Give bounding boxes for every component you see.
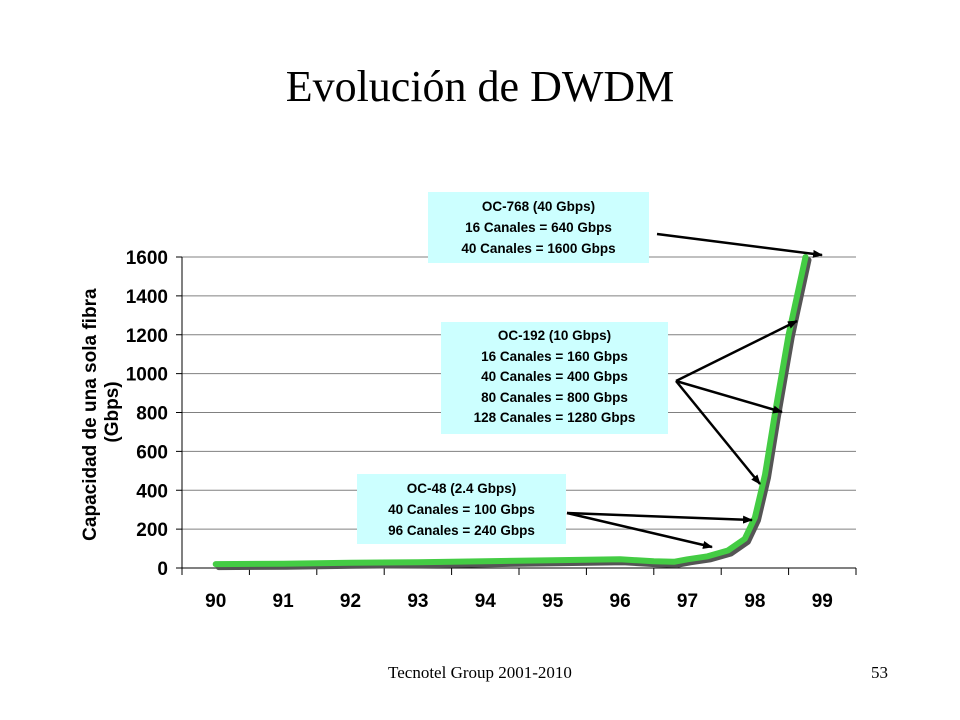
y-axis-label-line-1: Capacidad de una sola fibra [80,288,101,541]
slide-title: Evolución de DWDM [285,62,675,111]
arrow-oc48-240 [566,511,753,524]
arrow-oc768 [656,232,823,258]
annotation-line: 96 Canales = 240 Gbps [388,523,535,538]
y-tick-label: 1600 [126,248,168,269]
annotation-line: OC-192 (10 Gbps) [497,328,612,343]
arrow-oc192-400 [675,380,761,485]
series-line-shadow [215,257,812,571]
x-tick-label: 92 [340,591,361,612]
y-tick-label: 1400 [126,287,168,308]
x-tick-label: 93 [407,591,428,612]
y-axis-label-line-2: (Gbps) [102,381,123,442]
annotation-line: OC-48 (2.4 Gbps) [406,481,517,496]
x-tick-label: 96 [610,591,631,612]
annotation-line: 16 Canales = 640 Gbps [465,220,612,235]
y-tick-label: 0 [157,559,168,580]
x-tick-label: 90 [205,591,226,612]
series-line [212,254,809,568]
y-axis-label: Capacidad de una sola fibra (Gbps) [80,283,123,541]
x-tick-label: 91 [273,591,295,612]
y-tick-label: 1000 [126,365,168,386]
y-tick-label: 400 [136,481,168,502]
annotation-line: OC-768 (40 Gbps) [481,199,596,214]
footer-text: Tecnotel Group 2001-2010 [388,663,572,682]
y-tick-label: 800 [136,404,168,425]
x-tick-label: 95 [542,591,564,612]
annotation-oc768: OC-768 (40 Gbps) 16 Canales = 640 Gbps 4… [428,192,649,263]
annotation-line: 40 Canales = 100 Gbps [388,502,535,517]
y-tick-label: 200 [136,520,168,541]
x-tick-label: 94 [475,591,497,612]
annotation-line: 40 Canales = 1600 Gbps [461,241,616,256]
arrow-oc192-800 [675,379,783,414]
annotation-oc192: OC-192 (10 Gbps) 16 Canales = 160 Gbps 4… [441,322,668,434]
arrow-oc192-1280 [675,319,798,383]
series [212,254,812,571]
annotation-line: 128 Canales = 1280 Gbps [473,410,636,425]
x-tick-label: 98 [744,591,765,612]
page-number: 53 [871,663,888,682]
x-tick-label: 99 [812,591,833,612]
annotation-oc48: OC-48 (2.4 Gbps) 40 Canales = 100 Gbps 9… [357,474,566,544]
x-tick-labels: 90 91 92 93 94 95 96 97 98 99 [205,591,833,612]
y-tick-label: 1200 [126,326,168,347]
annotation-line: 16 Canales = 160 Gbps [481,348,628,364]
y-tick-label: 600 [136,442,168,463]
annotation-line: 80 Canales = 800 Gbps [481,389,628,405]
y-tick-labels: 0 200 400 600 800 1000 1200 1400 1600 [126,248,168,580]
x-tick-label: 97 [677,591,698,612]
annotation-line: 40 Canales = 400 Gbps [481,369,628,384]
annotation-arrows [566,232,823,549]
arrow-oc48-100 [566,511,713,549]
